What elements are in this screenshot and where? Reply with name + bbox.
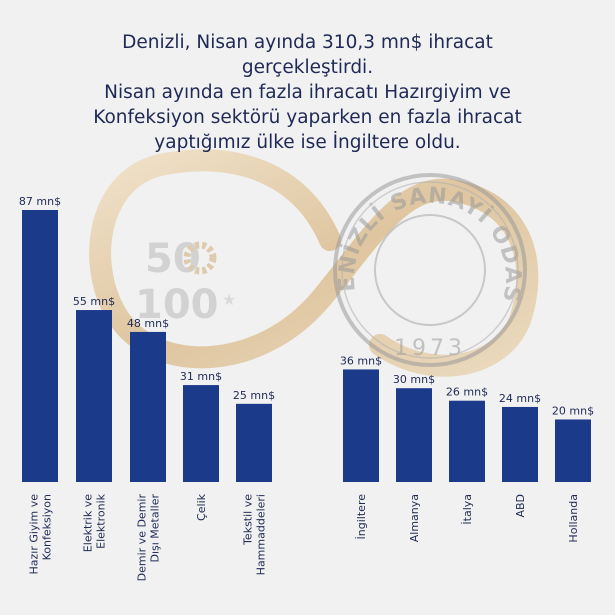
- category-label: Hazır Giyim veKonfeksiyon: [28, 494, 54, 575]
- bar-value-label: 55 mn$: [73, 295, 115, 308]
- bar: [22, 210, 58, 482]
- bar: [449, 400, 485, 482]
- category-label: Almanya: [408, 494, 421, 542]
- gear-icon: [183, 241, 217, 275]
- bar: [130, 331, 166, 482]
- logo-top-text: 50: [145, 236, 201, 282]
- category-label: Elektrik veElektronik: [82, 493, 108, 552]
- bar: [76, 310, 112, 482]
- category-label: ABD: [514, 494, 527, 518]
- category-label-line: ABD: [514, 494, 527, 518]
- bar-value-label: 48 mn$: [127, 317, 169, 330]
- category-label: İngiltere: [355, 494, 368, 540]
- category-label-line: Tekstil ve: [242, 494, 255, 546]
- category-label-line: Dışı Metaller: [149, 494, 162, 563]
- bar: [555, 419, 591, 482]
- star-icon: ★: [222, 290, 236, 309]
- bar-value-label: 20 mn$: [552, 404, 594, 417]
- category-label-line: Çelik: [195, 493, 208, 521]
- category-label-line: İtalya: [461, 494, 474, 525]
- bar-value-label: 31 mn$: [180, 370, 222, 383]
- category-label-line: Elektrik ve: [82, 494, 95, 552]
- infinity-ribbon: [89, 149, 539, 377]
- bar: [396, 388, 432, 482]
- bar: [183, 385, 219, 482]
- bar-value-label: 26 mn$: [446, 386, 488, 399]
- bar-value-label: 36 mn$: [340, 354, 382, 367]
- country-bar-group: 36 mn$ İngiltere 30 mn$ Almanya 26 mn$ İtalya…: [340, 354, 594, 542]
- bar: [502, 406, 538, 482]
- sector-bar-group: 87 mn$ Hazır Giyim veKonfeksiyon 55 mn$ Ele…: [19, 195, 275, 581]
- bar: [236, 403, 272, 482]
- bar-value-label: 24 mn$: [499, 392, 541, 405]
- page-title: Denizli, Nisan ayında 310,3 mn$ ihracat …: [0, 30, 615, 155]
- category-label: Çelik: [195, 493, 208, 521]
- category-label-line: Hollanda: [567, 494, 580, 543]
- logo-bottom-text: 100: [135, 282, 219, 328]
- category-label-line: Konfeksiyon: [41, 494, 54, 560]
- seal-year: 1973: [394, 336, 466, 361]
- category-label-line: Hammaddeleri: [255, 494, 268, 575]
- category-label-line: İngiltere: [355, 494, 368, 540]
- bar-value-label: 25 mn$: [233, 389, 275, 402]
- category-label: İtalya: [461, 494, 474, 525]
- category-label: Tekstil veHammaddeleri: [242, 494, 268, 576]
- category-label: Hollanda: [567, 494, 580, 543]
- category-label-line: Almanya: [408, 494, 421, 542]
- category-label-line: Elektronik: [95, 493, 108, 548]
- category-label-line: Hazır Giyim ve: [28, 494, 41, 575]
- category-label: Demir ve DemirDışı Metaller: [136, 494, 162, 582]
- title-line: gerçekleştirdi.: [241, 57, 374, 78]
- anniversary-logo: 50 100 ★: [135, 236, 236, 328]
- title-line: Konfeksiyon sektörü yaparken en fazla ih…: [93, 107, 522, 128]
- bar-value-label: 87 mn$: [19, 195, 61, 208]
- category-label-line: Demir ve Demir: [136, 494, 149, 582]
- title-line: Denizli, Nisan ayında 310,3 mn$ ihracat: [122, 32, 493, 53]
- bar: [343, 369, 379, 482]
- title-line: Nisan ayında en fazla ihracatı Hazırgiyi…: [104, 82, 511, 103]
- title-line: yaptığımız ülke ise İngiltere oldu.: [154, 132, 461, 153]
- bar-value-label: 30 mn$: [393, 373, 435, 386]
